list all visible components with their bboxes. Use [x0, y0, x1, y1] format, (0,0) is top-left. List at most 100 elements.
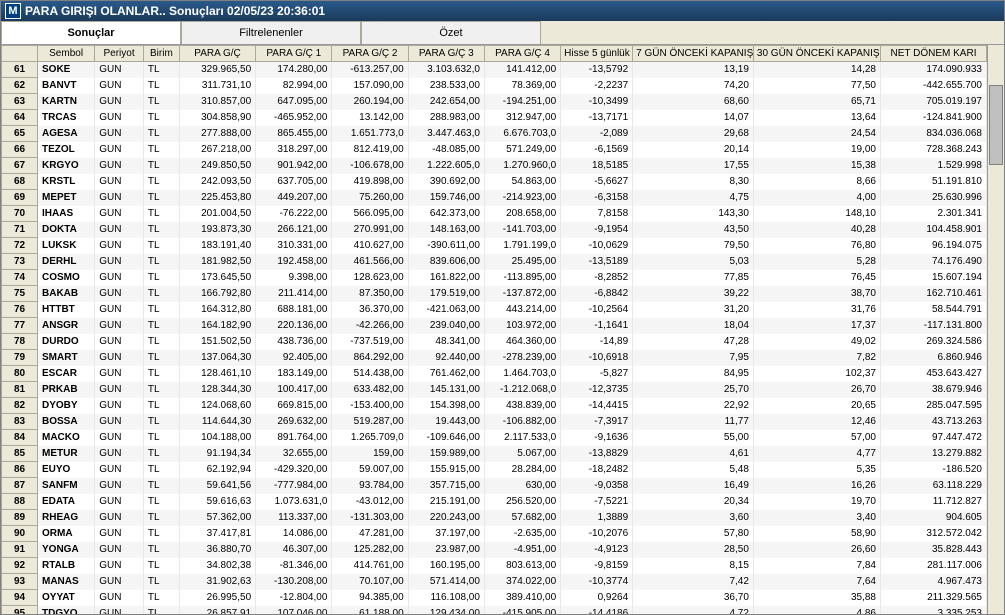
table-row[interactable]: 69MEPETGUNTL225.453,80449.207,0075.260,0…	[2, 190, 987, 206]
data-cell: 192.458,00	[256, 254, 332, 270]
data-cell: GUN	[95, 526, 144, 542]
table-row[interactable]: 76HTTBTGUNTL164.312,80688.181,0036.370,0…	[2, 302, 987, 318]
table-row[interactable]: 74COSMOGUNTL173.645,509.398,00128.623,00…	[2, 270, 987, 286]
table-row[interactable]: 91YONGAGUNTL36.880,7046.307,00125.282,00…	[2, 542, 987, 558]
table-row[interactable]: 89RHEAGGUNTL57.362,00113.337,00-131.303,…	[2, 510, 987, 526]
scrollbar-thumb[interactable]	[989, 85, 1003, 165]
table-row[interactable]: 63KARTNGUNTL310.857,00647.095,00260.194,…	[2, 94, 987, 110]
data-cell: 239.040,00	[408, 318, 484, 334]
data-cell: 25.630.996	[881, 190, 987, 206]
symbol-cell: ORMA	[38, 526, 95, 542]
vertical-scrollbar[interactable]	[987, 45, 1004, 614]
table-row[interactable]: 90ORMAGUNTL37.417,8114.086,0047.281,0037…	[2, 526, 987, 542]
data-cell: 36.370,00	[332, 302, 408, 318]
data-cell: -10,3499	[561, 94, 633, 110]
data-cell: 13,19	[633, 62, 754, 78]
table-row[interactable]: 84MACKOGUNTL104.188,00891.764,001.265.70…	[2, 430, 987, 446]
col-header-11[interactable]: 30 GÜN ÖNCEKİ KAPANIŞ	[753, 46, 880, 62]
data-cell: 249.850,50	[179, 158, 255, 174]
col-header-3[interactable]: Birim	[143, 46, 179, 62]
table-row[interactable]: 73DERHLGUNTL181.982,50192.458,00461.566,…	[2, 254, 987, 270]
table-row[interactable]: 71DOKTAGUNTL193.873,30266.121,00270.991,…	[2, 222, 987, 238]
col-header-2[interactable]: Periyot	[95, 46, 144, 62]
data-cell: 87.350,00	[332, 286, 408, 302]
table-row[interactable]: 70IHAASGUNTL201.004,50-76.222,00566.095,…	[2, 206, 987, 222]
data-cell: -194.251,00	[484, 94, 560, 110]
table-row[interactable]: 83BOSSAGUNTL114.644,30269.632,00519.287,…	[2, 414, 987, 430]
data-cell: 15,38	[753, 158, 880, 174]
table-row[interactable]: 66TEZOLGUNTL267.218,00318.297,00812.419,…	[2, 142, 987, 158]
table-row[interactable]: 86EUYOGUNTL62.192,94-429.320,0059.007,00…	[2, 462, 987, 478]
table-row[interactable]: 79SMARTGUNTL137.064,3092.405,00864.292,0…	[2, 350, 987, 366]
table-row[interactable]: 67KRGYOGUNTL249.850,50901.942,00-106.678…	[2, 158, 987, 174]
table-row[interactable]: 78DURDOGUNTL151.502,50438.736,00-737.519…	[2, 334, 987, 350]
symbol-cell: TRCAS	[38, 110, 95, 126]
table-row[interactable]: 75BAKABGUNTL166.792,80211.414,0087.350,0…	[2, 286, 987, 302]
table-container: SembolPeriyotBirimPARA G/ÇPARA G/Ç 1PARA…	[1, 45, 1004, 614]
data-cell: -777.984,00	[256, 478, 332, 494]
data-cell: GUN	[95, 494, 144, 510]
row-number: 77	[2, 318, 38, 334]
data-cell: 238.533,00	[408, 78, 484, 94]
data-cell: 47,28	[633, 334, 754, 350]
table-row[interactable]: 85METURGUNTL91.194,3432.655,00159,00159.…	[2, 446, 987, 462]
data-cell: 1.791.199,0	[484, 238, 560, 254]
table-row[interactable]: 87SANFMGUNTL59.641,56-777.984,0093.784,0…	[2, 478, 987, 494]
data-cell: TL	[143, 190, 179, 206]
tab-filtrelenenler[interactable]: Filtrelenenler	[181, 21, 361, 44]
data-cell: -18,2482	[561, 462, 633, 478]
col-header-10[interactable]: 7 GÜN ÖNCEKİ KAPANIŞ	[633, 46, 754, 62]
table-row[interactable]: 61SOKEGUNTL329.965,50174.280,00-613.257,…	[2, 62, 987, 78]
symbol-cell: HTTBT	[38, 302, 95, 318]
col-header-12[interactable]: NET DÖNEM KARI	[881, 46, 987, 62]
data-cell: TL	[143, 174, 179, 190]
data-cell: 3.447.463,0	[408, 126, 484, 142]
data-cell: -8,2852	[561, 270, 633, 286]
table-row[interactable]: 93MANASGUNTL31.902,63-130.208,0070.107,0…	[2, 574, 987, 590]
data-cell: -106.678,00	[332, 158, 408, 174]
table-row[interactable]: 80ESCARGUNTL128.461,10183.149,00514.438,…	[2, 366, 987, 382]
table-row[interactable]: 82DYOBYGUNTL124.068,60669.815,00-153.400…	[2, 398, 987, 414]
col-header-7[interactable]: PARA G/Ç 3	[408, 46, 484, 62]
data-cell: 281.117.006	[881, 558, 987, 574]
col-header-8[interactable]: PARA G/Ç 4	[484, 46, 560, 62]
data-cell: 642.373,00	[408, 206, 484, 222]
data-cell: 12,46	[753, 414, 880, 430]
app-icon: M	[5, 3, 21, 19]
table-row[interactable]: 92RTALBGUNTL34.802,38-81.346,00414.761,0…	[2, 558, 987, 574]
data-cell: 92.440,00	[408, 350, 484, 366]
data-cell: 285.047.595	[881, 398, 987, 414]
data-cell: -390.611,00	[408, 238, 484, 254]
data-cell: -9,8159	[561, 558, 633, 574]
tab-sonuçlar[interactable]: Sonuçlar	[1, 21, 181, 44]
table-row[interactable]: 88EDATAGUNTL59.616,631.073.631,0-43.012,…	[2, 494, 987, 510]
col-header-5[interactable]: PARA G/Ç 1	[256, 46, 332, 62]
col-header-9[interactable]: Hisse 5 günlük	[561, 46, 633, 62]
col-header-4[interactable]: PARA G/Ç	[179, 46, 255, 62]
data-cell: GUN	[95, 158, 144, 174]
data-cell: -14,4186	[561, 606, 633, 615]
col-header-0[interactable]	[2, 46, 38, 62]
data-cell: TL	[143, 158, 179, 174]
symbol-cell: RTALB	[38, 558, 95, 574]
data-cell: GUN	[95, 238, 144, 254]
table-row[interactable]: 65AGESAGUNTL277.888,00865.455,001.651.77…	[2, 126, 987, 142]
data-cell: -465.952,00	[256, 110, 332, 126]
data-cell: 166.792,80	[179, 286, 255, 302]
table-row[interactable]: 95TDGYOGUNTL26.857,91107.046,0061.188,00…	[2, 606, 987, 615]
table-row[interactable]: 81PRKABGUNTL128.344,30100.417,00633.482,…	[2, 382, 987, 398]
table-row[interactable]: 68KRSTLGUNTL242.093,50637.705,00419.898,…	[2, 174, 987, 190]
row-number: 62	[2, 78, 38, 94]
col-header-1[interactable]: Sembol	[38, 46, 95, 62]
table-row[interactable]: 94OYYATGUNTL26.995,50-12.804,0094.385,00…	[2, 590, 987, 606]
table-row[interactable]: 64TRCASGUNTL304.858,90-465.952,0013.142,…	[2, 110, 987, 126]
data-cell: -9,0358	[561, 478, 633, 494]
table-row[interactable]: 62BANVTGUNTL311.731,1082.994,00157.090,0…	[2, 78, 987, 94]
data-cell: 5,48	[633, 462, 754, 478]
titlebar[interactable]: M PARA GIRIŞI OLANLAR.. Sonuçları 02/05/…	[1, 1, 1004, 21]
tab-özet[interactable]: Özet	[361, 21, 541, 44]
col-header-6[interactable]: PARA G/Ç 2	[332, 46, 408, 62]
table-row[interactable]: 72LUKSKGUNTL183.191,40310.331,00410.627,…	[2, 238, 987, 254]
table-row[interactable]: 77ANSGRGUNTL164.182,90220.136,00-42.266,…	[2, 318, 987, 334]
data-cell: 25.495,00	[484, 254, 560, 270]
